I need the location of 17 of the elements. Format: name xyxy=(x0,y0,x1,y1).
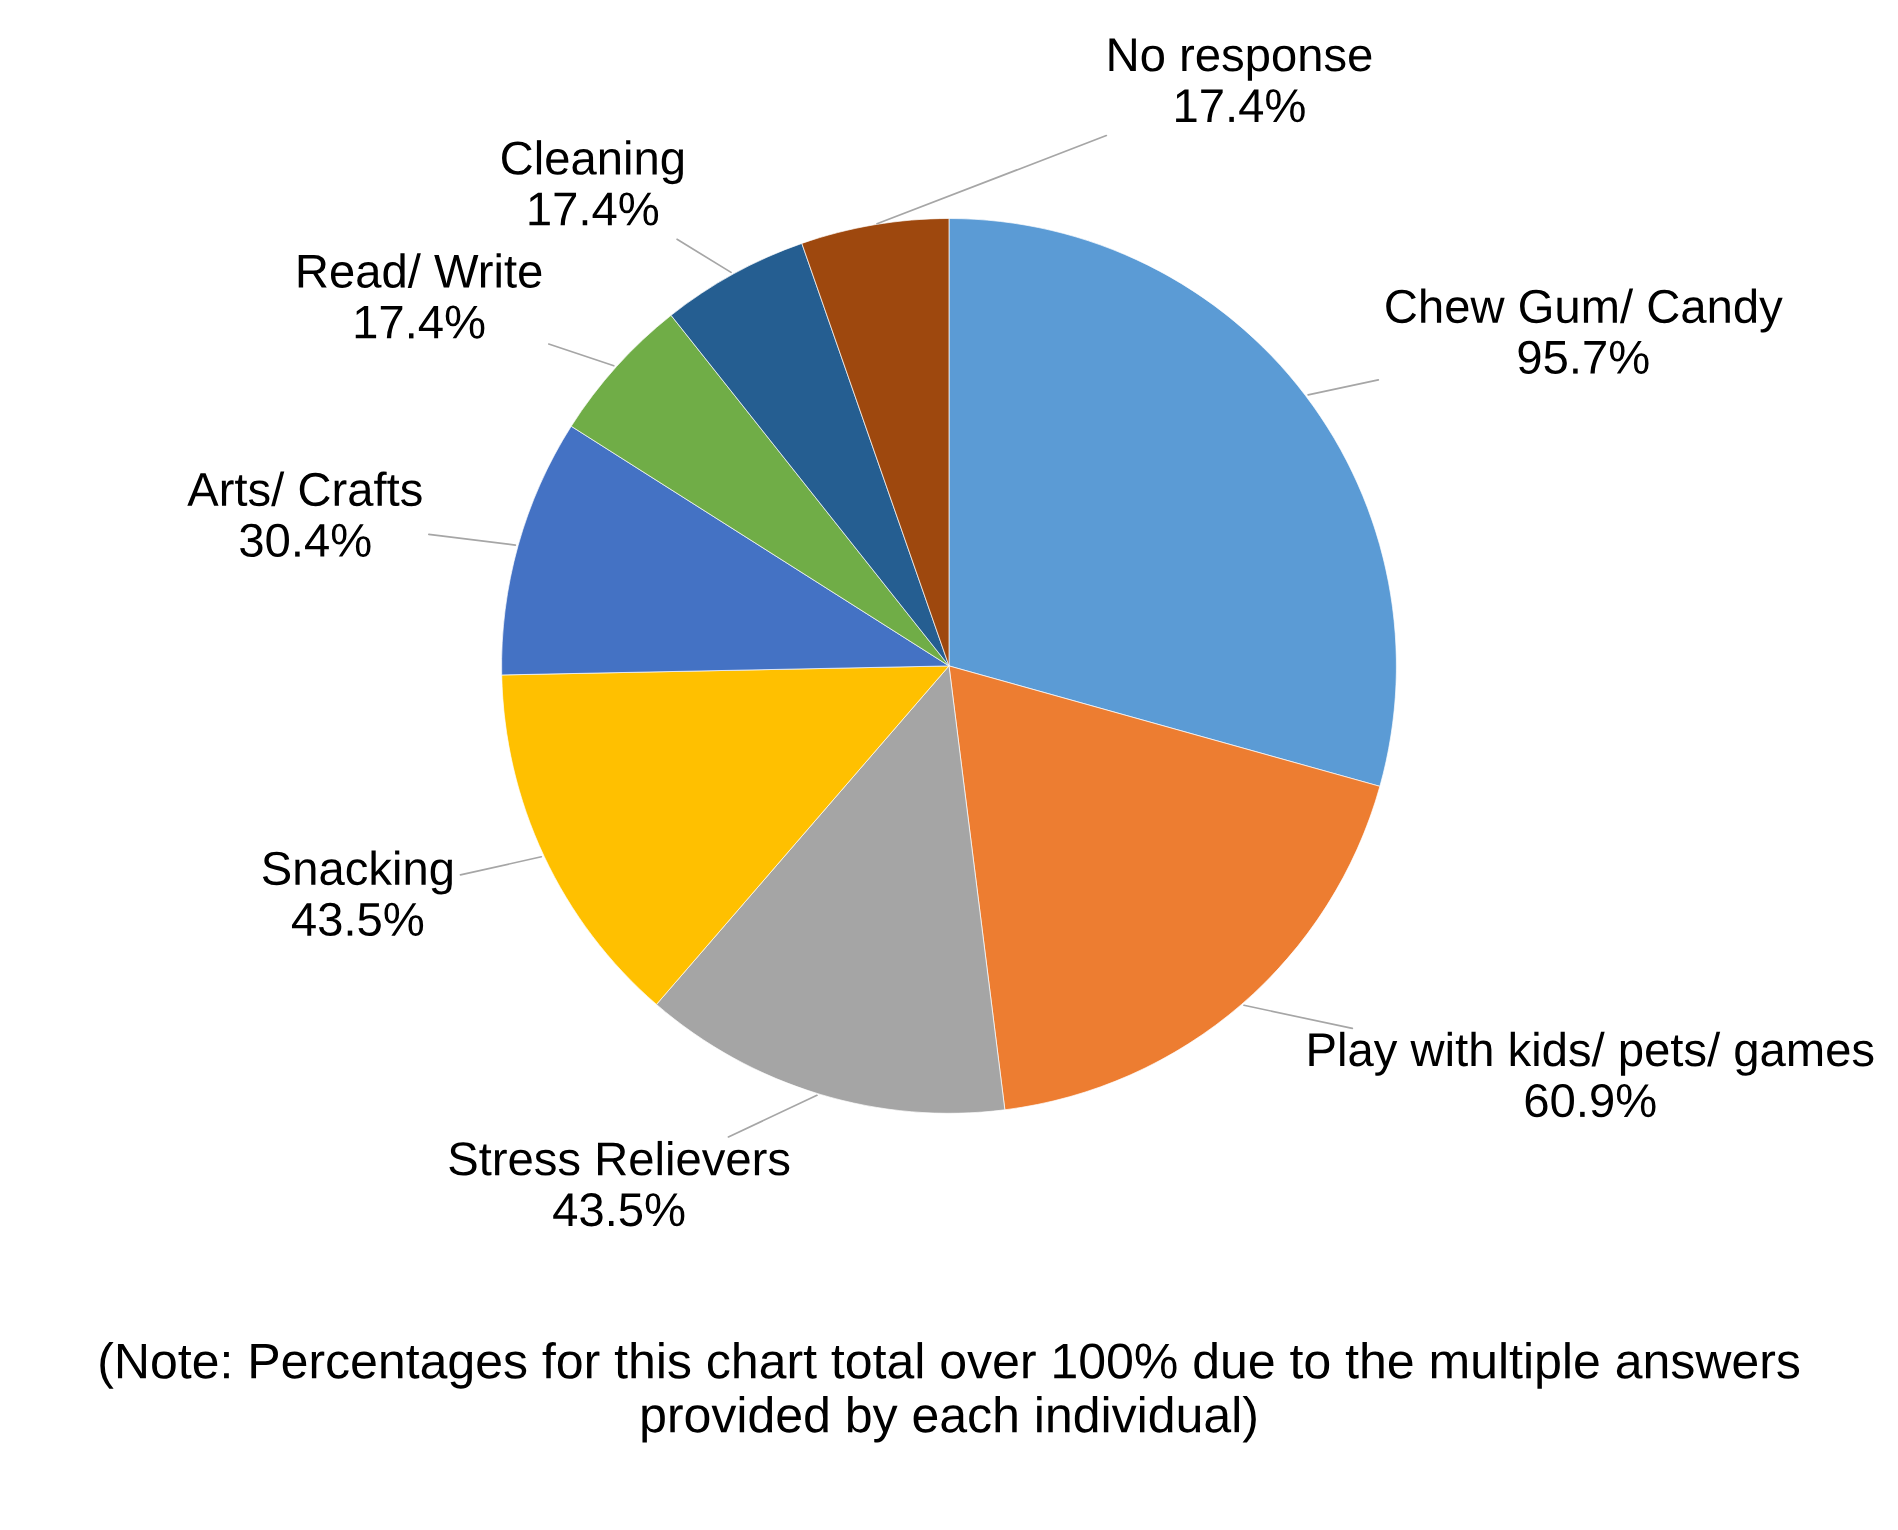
slice-label: Chew Gum/ Candy xyxy=(1386,288,1783,333)
slice-label: No response xyxy=(1109,38,1372,81)
data-label: 60.9% xyxy=(1525,1083,1656,1118)
slice-label: Snacking xyxy=(262,850,452,895)
data-label: 43.5% xyxy=(553,1193,685,1227)
data-label: 95.7% xyxy=(1518,340,1649,375)
slice-label: Cleaning xyxy=(502,140,683,185)
data-label: 17.4% xyxy=(529,192,659,226)
text: (Note: Percentages for this chart total over 100% due to the multiple answers provided by each individual) xyxy=(100,1342,1800,1443)
data-label: 17.4% xyxy=(355,305,485,339)
slice-label: Play with kids/ pets/ games xyxy=(1309,1031,1874,1076)
data-label: 43.5% xyxy=(291,902,424,937)
slice-label: Stress Relievers xyxy=(449,1140,790,1176)
data-label: 17.4% xyxy=(1176,89,1305,123)
slice-label: Arts/ Crafts xyxy=(187,471,422,507)
slice-label: Read/ Write xyxy=(298,253,542,288)
data-label: 30.4% xyxy=(240,523,371,558)
